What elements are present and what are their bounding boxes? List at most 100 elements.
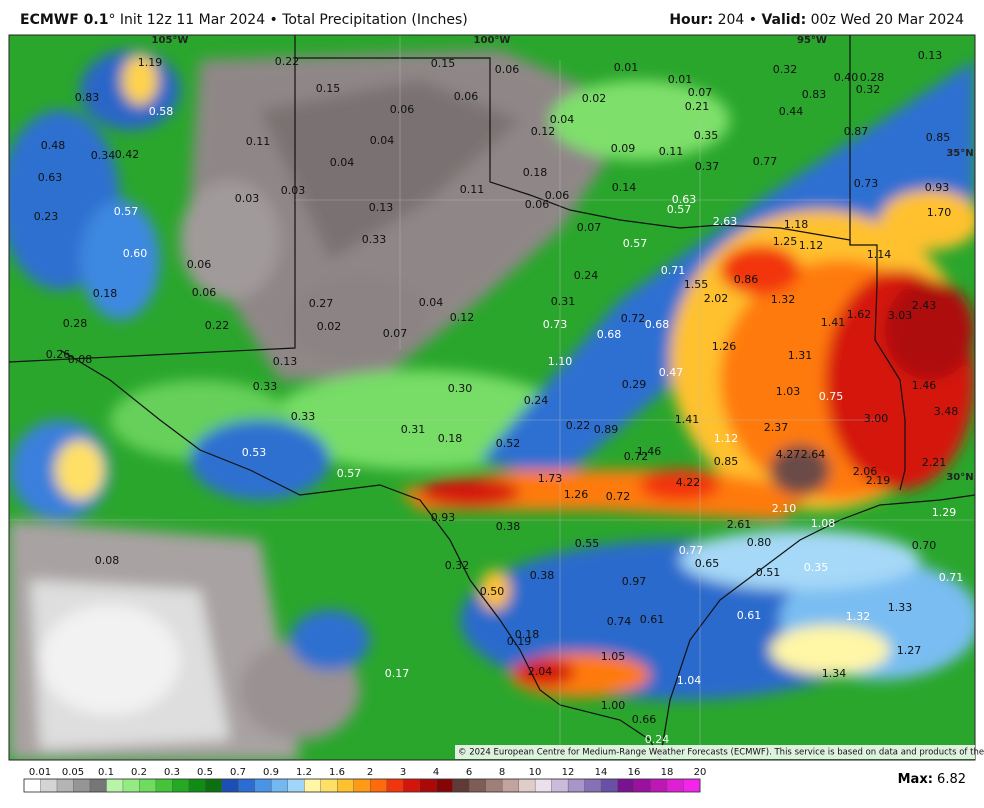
precip-value: 0.53 — [242, 446, 267, 459]
legend-swatch — [139, 778, 157, 793]
legend-swatch — [89, 778, 107, 793]
precip-value: 0.50 — [480, 585, 505, 598]
coord-label: 30°N — [946, 472, 973, 483]
legend-swatch — [271, 778, 289, 793]
precip-value: 0.15 — [431, 57, 456, 70]
precip-value: 0.85 — [714, 455, 739, 468]
legend-swatch — [633, 778, 652, 793]
legend-swatch — [320, 778, 338, 793]
precip-value: 0.24 — [524, 394, 549, 407]
precip-value: 1.12 — [799, 239, 824, 252]
precip-value: 1.18 — [784, 218, 809, 231]
precip-value: 0.31 — [551, 295, 576, 308]
precip-value: 0.72 — [606, 490, 631, 503]
precip-value: 1.26 — [564, 488, 589, 501]
legend-label: 3 — [400, 767, 406, 778]
precip-value: 1.70 — [927, 206, 952, 219]
precip-value: 0.23 — [34, 210, 59, 223]
legend-label: 1.6 — [329, 767, 345, 778]
precip-value: 0.35 — [694, 129, 719, 142]
precip-value: 0.12 — [450, 311, 475, 324]
precip-value: 0.30 — [448, 382, 473, 395]
precip-value: 1.34 — [822, 667, 847, 680]
precip-value: 1.41 — [675, 413, 700, 426]
legend-label: 8 — [499, 767, 505, 778]
legend-swatch — [370, 778, 388, 793]
precip-value: 0.65 — [695, 557, 720, 570]
precip-value: 0.32 — [856, 83, 881, 96]
precip-value: 0.55 — [575, 537, 600, 550]
precip-value: 0.73 — [854, 177, 879, 190]
legend-label: 16 — [628, 767, 641, 778]
precip-value: 1.12 — [714, 432, 739, 445]
precip-value: 0.57 — [337, 467, 362, 480]
precip-value: 0.06 — [192, 286, 217, 299]
legend-swatch — [337, 778, 355, 793]
precip-value: 0.40 — [834, 71, 859, 84]
precip-value: 0.28 — [63, 317, 88, 330]
precip-value: 0.68 — [597, 328, 622, 341]
precip-value: 1.14 — [867, 248, 892, 261]
legend-swatch — [122, 778, 140, 793]
precip-value: 0.29 — [622, 378, 647, 391]
precip-field — [9, 35, 975, 760]
legend-swatch — [56, 778, 74, 793]
precip-value: 0.15 — [316, 82, 341, 95]
precip-value: 0.22 — [275, 55, 300, 68]
legend-swatch — [23, 778, 41, 793]
precip-value: 0.93 — [925, 181, 950, 194]
precip-value: 0.37 — [695, 160, 720, 173]
precip-value: 0.58 — [149, 105, 174, 118]
description: ° Init 12z 11 Mar 2024 • Total Precipita… — [108, 12, 468, 28]
precip-value: 0.71 — [939, 571, 964, 584]
precip-value: 3.00 — [864, 412, 889, 425]
precip-value: 1.55 — [684, 278, 709, 291]
precip-value: 0.18 — [523, 166, 548, 179]
coord-label: 95°W — [797, 35, 827, 46]
precip-value: 0.06 — [187, 258, 212, 271]
precip-value: 1.25 — [773, 235, 798, 248]
precip-value: 0.28 — [860, 71, 885, 84]
precip-value: 3.03 — [888, 309, 913, 322]
precip-value: 1.19 — [138, 56, 163, 69]
precip-value: 1.26 — [712, 340, 737, 353]
precip-value: 0.18 — [438, 432, 463, 445]
precip-value: 0.22 — [566, 419, 591, 432]
precip-value: 1.08 — [811, 517, 836, 530]
precip-value: 0.97 — [622, 575, 647, 588]
precip-value: 1.62 — [847, 308, 872, 321]
legend-frame — [23, 778, 701, 793]
legend-label: 18 — [661, 767, 674, 778]
precip-value: 0.34 — [91, 149, 116, 162]
precip-value: 4.22 — [676, 476, 701, 489]
precip-value: 0.75 — [819, 390, 844, 403]
precip-value: 0.04 — [330, 156, 355, 169]
precip-value: 0.04 — [550, 113, 575, 126]
legend-swatch — [403, 778, 421, 793]
precip-value: 0.47 — [659, 366, 684, 379]
legend-swatch — [238, 778, 256, 793]
precip-value: 0.71 — [661, 264, 686, 277]
hour: 204 • — [713, 12, 762, 28]
precip-value: 0.08 — [95, 554, 120, 567]
precip-value: 0.61 — [640, 613, 665, 626]
precip-value: 0.35 — [804, 561, 829, 574]
precip-value: 0.77 — [753, 155, 778, 168]
precip-value: 4.27 — [776, 448, 801, 461]
precip-value: 0.63 — [672, 193, 697, 206]
precip-value: 0.33 — [291, 410, 316, 423]
precip-value: 0.01 — [614, 61, 639, 74]
legend-swatch — [501, 778, 520, 793]
legend-swatch — [172, 778, 190, 793]
legend-label: 6 — [466, 767, 472, 778]
max: Max: 6.82 — [898, 772, 966, 787]
precip-value: 1.31 — [788, 349, 813, 362]
legend-swatch — [386, 778, 404, 793]
precip-value: 1.46 — [912, 379, 937, 392]
coord-label: 35°N — [946, 148, 973, 159]
precip-value: 0.70 — [912, 539, 937, 552]
map-frame — [8, 34, 976, 761]
precip-value: 0.03 — [235, 192, 260, 205]
legend-label: 0.9 — [263, 767, 279, 778]
